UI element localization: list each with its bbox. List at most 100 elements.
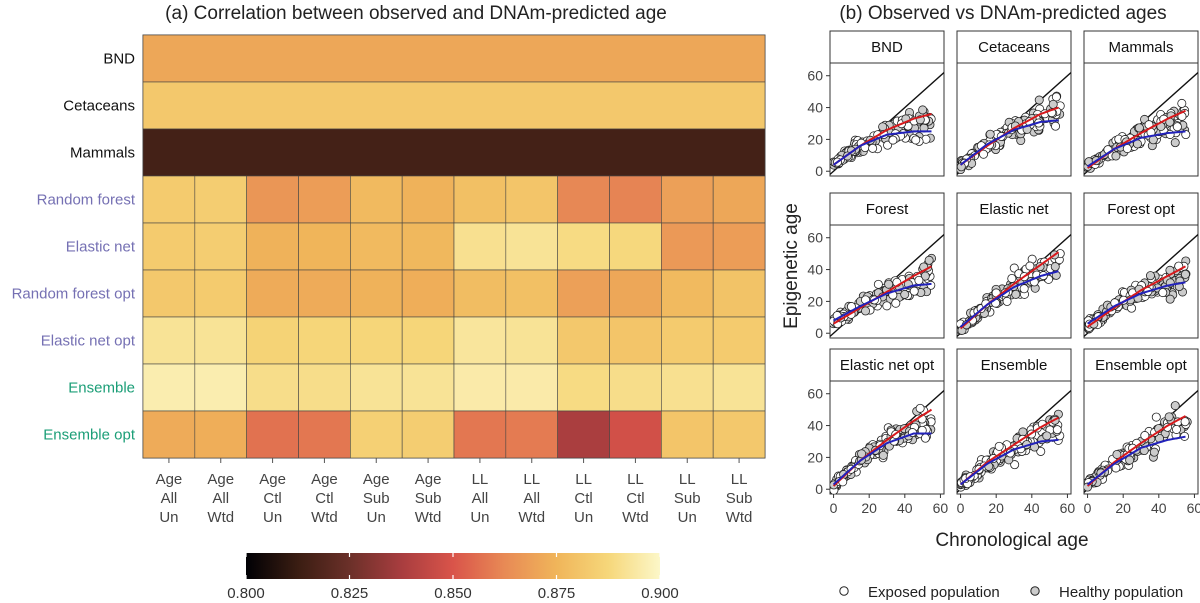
heatmap-column-label: Sub [415,490,442,507]
y-tick-label: 40 [807,100,823,116]
heatmap-column-label: All [161,490,178,507]
heatmap-cell [350,410,403,459]
x-tick-label: 60 [1060,500,1076,516]
colorbar [246,553,660,579]
heatmap-column-label: Un [367,509,386,526]
facet-panel: BND 0 20 40 60 [807,30,945,179]
heatmap-cell [453,175,507,224]
heatmap-cell [609,222,662,271]
facet-strip-label: Elastic net [979,201,1049,218]
heatmap-column-label: Wtd [518,509,545,526]
heatmap-cell [609,269,662,318]
heatmap-column-label: Sub [363,490,390,507]
healthy-point [1111,151,1121,161]
heatmap-cell [661,175,714,224]
healthy-point [1145,271,1155,281]
heatmap-column-label: LL [472,471,489,488]
healthy-fit-line [959,438,1059,486]
heatmap-cell [557,410,610,459]
exposed-point [920,433,930,443]
y-tick-label: 60 [807,68,823,84]
heatmap-cell [505,175,558,224]
heatmap-cell [142,269,196,318]
heatmap-cell [246,410,299,459]
heatmap-column-label: Age [415,471,442,488]
heatmap-row-label: Ensemble [68,380,135,397]
healthy-point [1125,455,1135,465]
heatmap-column-label: Sub [674,490,701,507]
healthy-fit-line [832,130,932,166]
facet-panel: Ensemble opt 0 20 40 60 [1083,348,1200,516]
x-tick-label: 0 [830,500,838,516]
heatmap-row-label: Elastic net opt [41,333,136,350]
exposed-point [1177,98,1187,108]
facet-panel: Cetaceans [956,30,1072,177]
exposed-point [911,135,921,145]
facet-strip-label: Forest [866,201,909,218]
facet-strip [1083,348,1199,382]
facet-strip-label: Ensemble [981,357,1048,374]
heatmap-column-label: Sub [726,490,753,507]
facet-strip [956,192,1072,226]
heatmap-cell [505,410,558,459]
exposed-point [1172,122,1182,132]
exposed-point [1002,296,1012,306]
healthy-point [1034,95,1044,105]
facet-strip [829,192,945,226]
heatmap-cell [350,363,403,412]
healthy-point [878,450,888,460]
healthy-point [1134,123,1144,133]
healthy-point [884,279,894,289]
heatmap-column-label: Un [263,509,282,526]
heatmap-title: (a) Correlation between observed and DNA… [165,3,667,24]
healthy-fit-line [1086,435,1186,486]
healthy-fit-line [832,432,932,486]
facet-strip [1083,192,1199,226]
heatmap-cell [453,363,507,412]
heatmap-column-label: Un [470,509,489,526]
heatmap-cell [350,316,403,365]
y-tick-label: 0 [815,481,823,497]
heatmap-cell [350,222,403,271]
facet-panel: Ensemble 0 20 40 60 [956,348,1076,516]
healthy-point [1180,269,1190,279]
heatmap-column-labels: Age All Un Age All Wtd Age Ctl Un Age Ctl Wtd Age Sub… [156,458,753,526]
healthy-point [918,105,928,115]
colorbar-tick-label: 0.850 [434,585,472,602]
facet-strip [829,348,945,382]
heatmap-column-label: Wtd [311,509,338,526]
heatmap-cell [298,222,351,271]
heatmap-cell [453,410,507,459]
exposed-point [914,275,924,285]
exposed-point [888,135,898,145]
y-tick-label: 0 [815,163,823,179]
heatmap-column-label: Age [156,471,183,488]
y-tick-label: 20 [807,131,823,147]
heatmap-cell [453,269,507,318]
facet-strip-label: Mammals [1108,39,1173,56]
colorbar-ticks: 0.800 0.825 0.850 0.875 0.900 [227,553,679,602]
heatmap-cell [712,316,766,365]
heatmap-cell [298,316,351,365]
heatmap-cell [712,410,766,459]
facet-strip [956,348,1072,382]
heatmap-cell [246,363,299,412]
heatmap-row-label: Mammals [70,145,135,162]
heatmap-cell [401,316,455,365]
facet-strip [1083,30,1199,64]
exposed-point [1052,425,1062,435]
heatmap-cell [246,175,299,224]
x-axis-label: Chronological age [935,530,1088,551]
x-tick-label: 40 [897,500,913,516]
exposed-point [1010,460,1020,470]
legend-healthy-label: Healthy population [1059,584,1183,601]
facet-panel: Elastic net opt 0 20 40 60 0 20 40 60 [807,348,948,516]
heatmap-panel: (a) Correlation between observed and DNA… [12,3,766,602]
heatmap-cell [142,222,196,271]
heatmap-cell [142,175,196,224]
healthy-fit-line [1087,281,1186,325]
heatmap-row-label: Ensemble opt [43,427,136,444]
heatmap-cell [505,269,558,318]
heatmap-cell [298,410,351,459]
